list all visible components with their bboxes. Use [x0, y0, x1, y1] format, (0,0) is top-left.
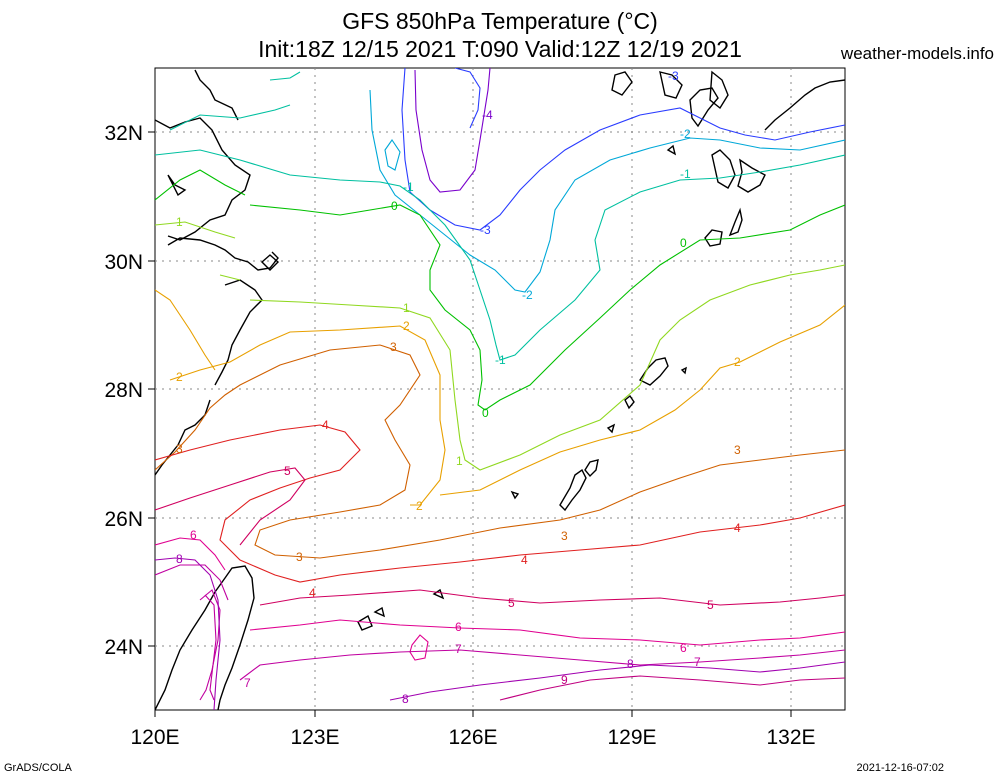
contour-label: 9 [561, 673, 568, 687]
contour-4 [155, 424, 845, 583]
contour-label: -2 [522, 288, 533, 302]
site-credit: weather-models.info [840, 44, 994, 63]
map-subtitle: Init:18Z 12/15 2021 T:090 Valid:12Z 12/1… [258, 36, 742, 62]
contour-label: 0 [680, 236, 687, 250]
contour-2 [155, 289, 845, 506]
contour-9 [499, 675, 845, 701]
contour-label: 5 [707, 598, 714, 612]
axis-ticks [148, 131, 792, 717]
contour-label: 7 [455, 642, 462, 656]
contour-minus1 [155, 71, 845, 361]
contour-label: 2 [734, 355, 741, 369]
lat-label: 28N [104, 379, 143, 402]
contour-label: 3 [296, 550, 303, 564]
contour-label: -4 [482, 108, 493, 122]
contour-label: 0 [482, 406, 489, 420]
contour-label: 1 [176, 215, 183, 229]
contour-label: 1 [403, 301, 410, 315]
coastlines [155, 69, 845, 710]
contour-label: 5 [508, 596, 515, 610]
contour-label: 4 [734, 521, 741, 535]
contour-label: 4 [521, 553, 528, 567]
contour-label: 4 [309, 586, 316, 600]
lon-label: 126E [448, 726, 497, 749]
contour-label: 0 [391, 199, 398, 213]
contour-label: 6 [190, 528, 197, 542]
contour-label: 8 [176, 552, 183, 566]
generated-timestamp: 2021-12-16-07:02 [856, 762, 944, 774]
lat-label: 26N [104, 508, 143, 531]
lat-labels: 32N 30N 28N 26N 24N [104, 122, 143, 659]
contour-3 [155, 344, 845, 559]
lon-label: 132E [766, 726, 815, 749]
map-title: GFS 850hPa Temperature (°C) [342, 8, 658, 34]
lat-label: 32N [104, 122, 143, 145]
contour-label: -1 [495, 353, 506, 367]
contour-label: -3 [668, 69, 679, 83]
contour-label: 2 [416, 499, 423, 513]
contour-label: -3 [480, 223, 491, 237]
contour-minus4 [414, 68, 491, 193]
contour-5 [155, 467, 845, 606]
contour-label: -1 [403, 180, 414, 194]
contour-label: 3 [561, 529, 568, 543]
contour-label: 4 [322, 418, 329, 432]
contour-label: 7 [694, 655, 701, 669]
contour-labels: -4 -3 -3 -2 -2 -1 -1 -1 0 0 0 1 1 1 2 2 … [176, 69, 741, 706]
contour-label: 3 [176, 442, 183, 456]
lon-label: 123E [290, 726, 339, 749]
contour-8 [155, 557, 845, 710]
lon-label: 120E [130, 726, 179, 749]
contour-label: 8 [402, 692, 409, 706]
software-credit: GrADS/COLA [4, 762, 72, 774]
contour-7 [155, 564, 845, 701]
lat-label: 24N [104, 636, 143, 659]
contour-label: 8 [627, 657, 634, 671]
contour-0 [155, 169, 845, 411]
grid-lines [155, 68, 845, 710]
contour-label: 6 [455, 620, 462, 634]
contour-label: 2 [176, 370, 183, 384]
contour-label: -1 [680, 167, 691, 181]
contour-label: 7 [244, 676, 251, 690]
lon-label: 129E [607, 726, 656, 749]
contour-label: 3 [390, 340, 397, 354]
contour-label: 1 [456, 454, 463, 468]
contour-label: 3 [734, 443, 741, 457]
lon-labels: 120E 123E 126E 129E 132E [130, 726, 815, 749]
contour-label: 6 [680, 641, 687, 655]
contour-minus2 [369, 89, 845, 293]
contour-label: 5 [284, 464, 291, 478]
contour-1 [155, 221, 845, 471]
contour-label: 2 [403, 319, 410, 333]
lat-label: 30N [104, 251, 143, 274]
contour-label: -2 [680, 127, 691, 141]
